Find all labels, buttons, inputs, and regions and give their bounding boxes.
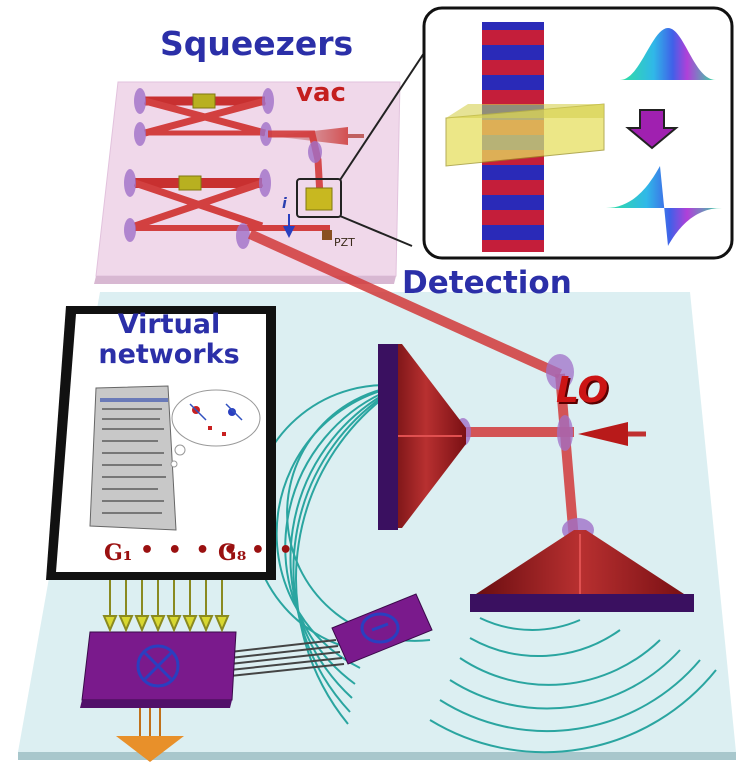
vac-label: vac: [296, 78, 346, 108]
detection-title: Detection: [402, 265, 572, 301]
zoom-inset: [422, 6, 734, 260]
squeezers-title: Squeezers: [160, 24, 354, 63]
derivative-curve: [606, 166, 722, 246]
i-label: i: [282, 196, 287, 212]
squeezer-plate-edge: [94, 276, 396, 284]
demux-box: [331, 593, 433, 665]
upper-crystal: [192, 93, 216, 109]
gaussian-curve: [620, 28, 716, 80]
g1-label: G₁: [104, 540, 133, 566]
pzt-label: PZT: [334, 236, 355, 249]
down-arrow: [625, 109, 679, 150]
lo-label: LO: [556, 370, 609, 411]
main-beam: [247, 229, 563, 379]
input-arrows: [102, 578, 230, 633]
multiplier-box: [80, 631, 237, 708]
beamsplitter: [557, 415, 573, 451]
lab-floor-edge: [18, 752, 736, 760]
fiber-connections: [229, 639, 345, 677]
g8-label: G₈: [218, 540, 247, 566]
detection-crystal: [305, 187, 333, 211]
lo-cone: [578, 422, 628, 446]
mirror-1: [546, 354, 574, 390]
output-arrow: [116, 708, 184, 762]
ellipsis-dots: • • • • • •: [140, 538, 296, 563]
lower-squeezer-cavity: [124, 169, 330, 249]
pzt-actuator: [322, 230, 332, 240]
left-detector-horn: [378, 344, 466, 530]
lower-crystal: [178, 175, 202, 191]
virtual-networks-panel: [46, 306, 276, 580]
screen-thumbnail: [89, 385, 177, 531]
upper-squeezer-cavity: [134, 88, 274, 146]
virtual-networks-title: Virtual networks: [98, 309, 240, 370]
thought-bubble: [171, 389, 261, 447]
bottom-detector-horn: [470, 530, 694, 612]
zoom-box: [296, 178, 342, 218]
